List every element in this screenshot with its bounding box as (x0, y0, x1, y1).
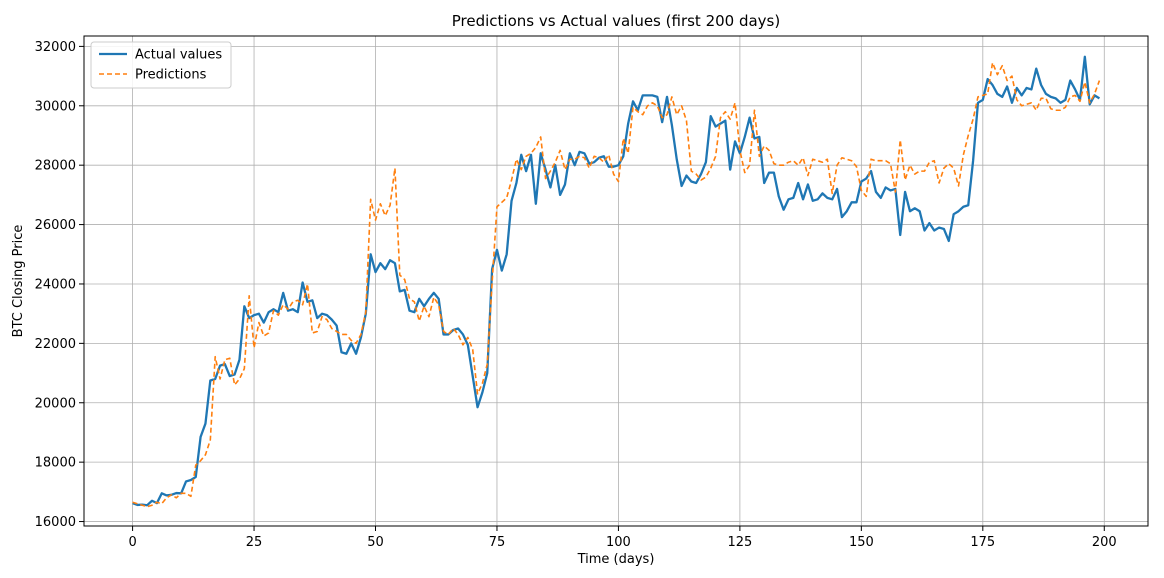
x-tick-label: 50 (367, 535, 384, 550)
y-axis-label: BTC Closing Price (11, 225, 26, 338)
series-line-predictions (132, 61, 1101, 508)
x-tick-label: 100 (606, 535, 631, 550)
y-tick-label: 28000 (35, 159, 76, 174)
plot-frame (83, 35, 1149, 527)
x-tick-label: 125 (727, 535, 752, 550)
y-tick-label: 18000 (35, 456, 76, 471)
y-tick-label: 26000 (35, 218, 76, 233)
x-axis-label: Time (days) (577, 552, 655, 567)
x-tick-label: 75 (489, 535, 506, 550)
y-tick-label: 24000 (35, 277, 76, 292)
legend: Actual values Predictions (90, 41, 232, 89)
grid (84, 36, 1148, 526)
legend-label: Predictions (135, 68, 207, 83)
y-tick-label: 20000 (35, 396, 76, 411)
x-tick-label: 150 (849, 535, 874, 550)
series-lines (132, 55, 1101, 508)
y-tick-label: 30000 (35, 99, 76, 114)
chart-title: Predictions vs Actual values (first 200 … (452, 12, 780, 30)
ticks: 0 25 50 75 100 125 150 175 200 16000 18000 20000 220… (35, 40, 1117, 550)
x-tick-label: 0 (128, 535, 136, 550)
y-tick-label: 22000 (35, 337, 76, 352)
x-tick-label: 25 (246, 535, 263, 550)
x-tick-label: 175 (970, 535, 995, 550)
series-line-actual-values (132, 55, 1101, 507)
x-tick-label: 200 (1092, 535, 1117, 550)
y-tick-label: 32000 (35, 40, 76, 55)
y-tick-label: 16000 (35, 515, 76, 530)
legend-label: Actual values (135, 48, 222, 63)
